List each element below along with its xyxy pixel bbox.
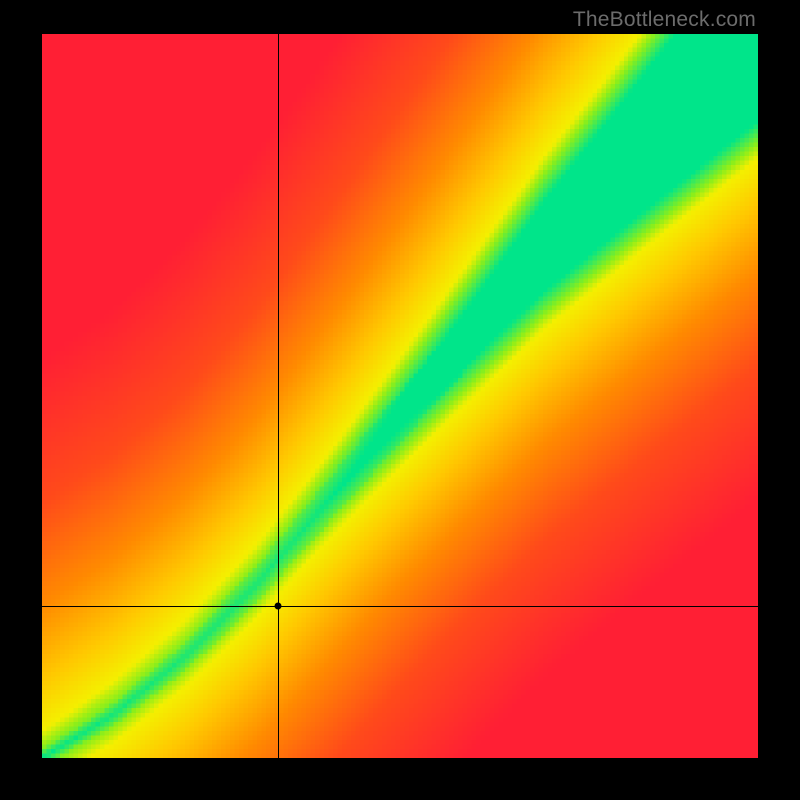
heatmap-canvas (42, 34, 758, 758)
crosshair-vertical (278, 34, 279, 758)
crosshair-marker (275, 602, 282, 609)
crosshair-horizontal (42, 606, 758, 607)
watermark-text: TheBottleneck.com (573, 8, 756, 32)
heatmap-plot-area (42, 34, 758, 758)
